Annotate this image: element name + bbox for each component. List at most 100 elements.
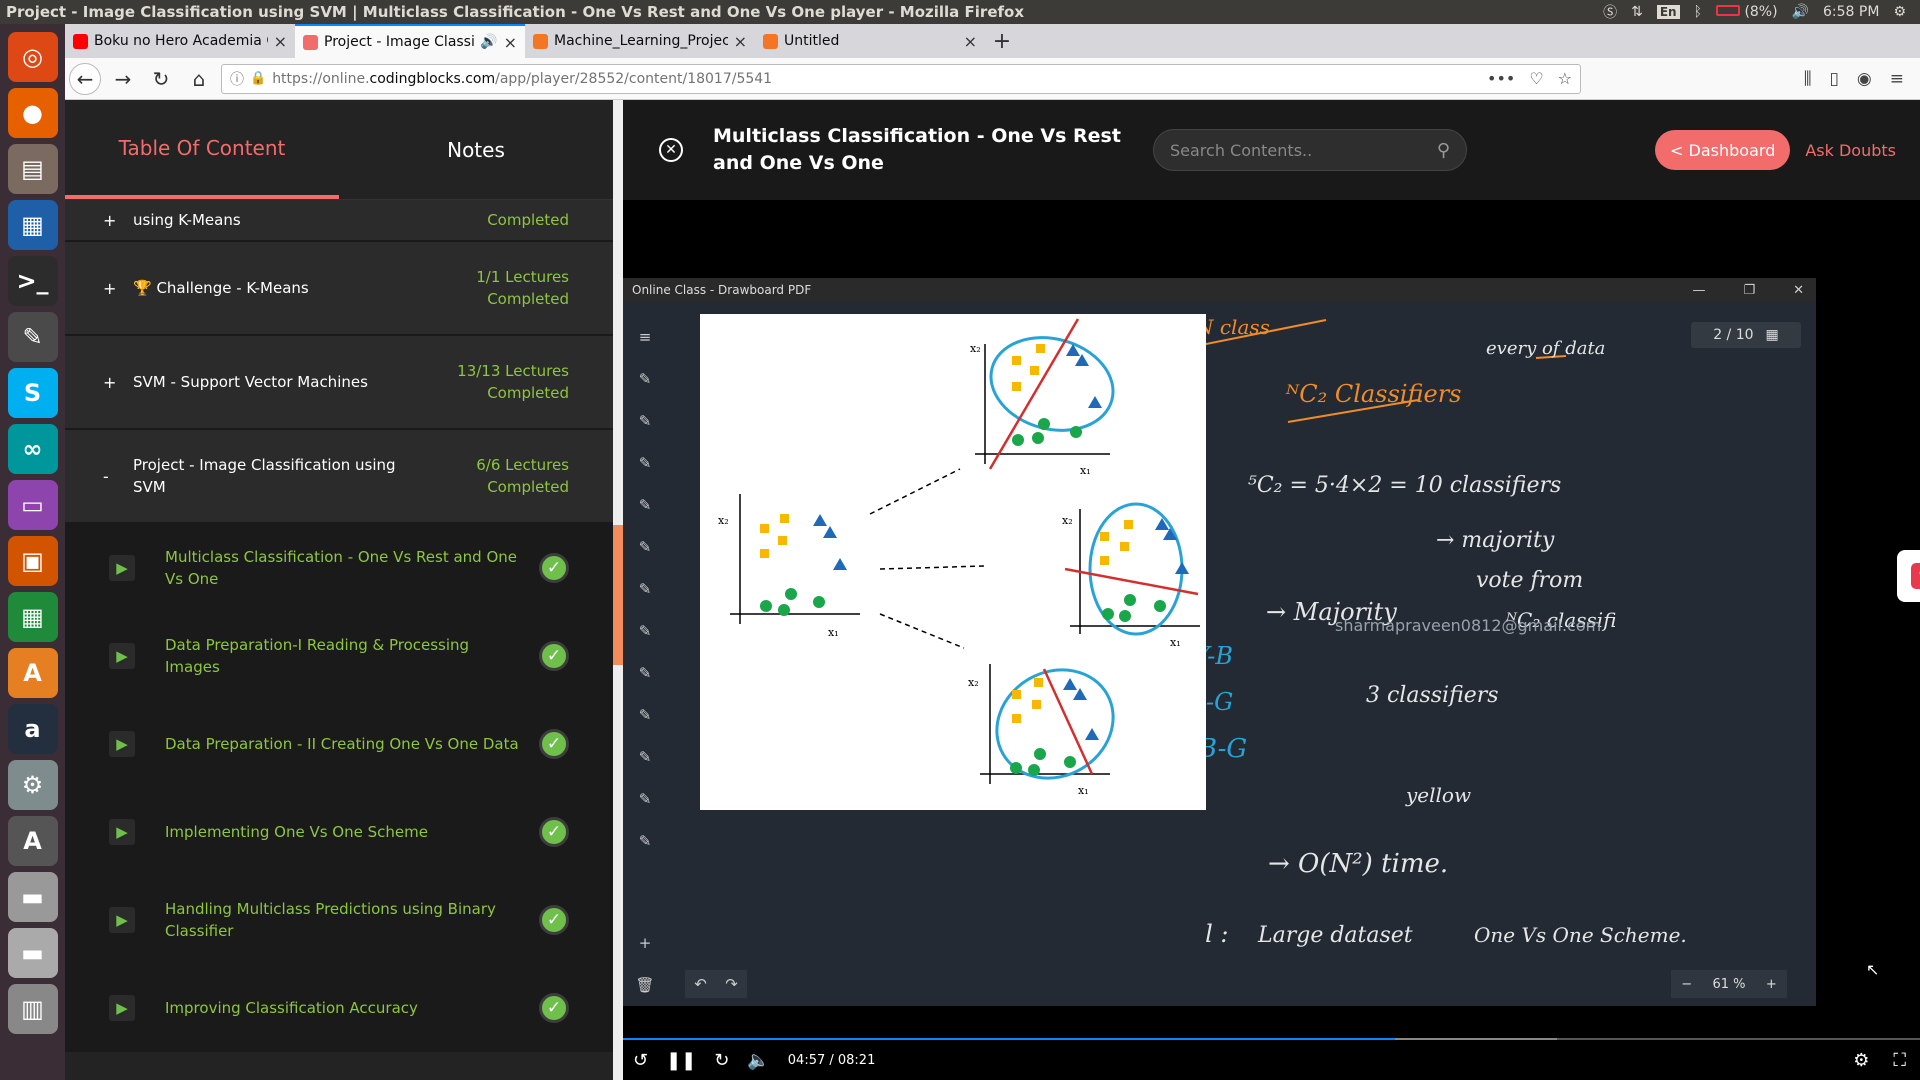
- firefox-icon[interactable]: ●: [7, 88, 58, 138]
- pocket-icon[interactable]: ♡: [1529, 69, 1544, 88]
- play-icon[interactable]: ▶: [109, 555, 135, 581]
- replay-icon[interactable]: ↺: [633, 1049, 649, 1071]
- lock-icon[interactable]: 🔒: [250, 71, 267, 86]
- expand-toggle-icon[interactable]: +: [103, 210, 117, 230]
- sidebar-scrollbar[interactable]: [613, 100, 623, 1080]
- impress-icon[interactable]: ▣: [7, 536, 58, 586]
- gear-icon[interactable]: ⚙: [1893, 4, 1906, 20]
- calc-icon[interactable]: ▦: [7, 592, 58, 642]
- page-actions-icon[interactable]: •••: [1487, 69, 1516, 88]
- tab-close-icon[interactable]: ×: [733, 31, 747, 51]
- clock[interactable]: 6:58 PM: [1823, 4, 1880, 20]
- back-button[interactable]: ←: [69, 62, 101, 95]
- text-editor-icon[interactable]: ✎: [7, 312, 58, 362]
- arduino-icon[interactable]: ∞: [7, 424, 58, 474]
- play-icon[interactable]: ▶: [109, 995, 135, 1021]
- lecture-item[interactable]: ▶ Data Preparation - II Creating One Vs O…: [65, 700, 613, 788]
- disk-icon[interactable]: ▬: [7, 872, 58, 922]
- new-tab-button[interactable]: +: [992, 28, 1012, 54]
- pause-button[interactable]: ❚❚: [666, 1049, 697, 1071]
- skype-tray-icon[interactable]: Ⓢ: [1603, 5, 1618, 21]
- settings-icon[interactable]: ⚙: [1853, 1049, 1870, 1071]
- handwritten-notes: N class ᴺC₂ Classifiers every of data ⁵C…: [1206, 315, 1687, 948]
- battery-indicator[interactable]: (8%): [1715, 4, 1778, 20]
- play-icon[interactable]: ▶: [109, 731, 135, 757]
- terminal-icon[interactable]: >_: [7, 256, 58, 306]
- section-item[interactable]: + 🏆 Challenge - K-Means 1/1 Lectures Compl…: [65, 242, 613, 336]
- skype-icon[interactable]: S: [7, 368, 58, 418]
- menu-icon[interactable]: ≡: [1889, 68, 1904, 89]
- section-name: SVM - Support Vector Machines: [133, 373, 368, 391]
- scrollbar-thumb[interactable]: [613, 525, 623, 665]
- tab-close-icon[interactable]: ×: [963, 31, 977, 51]
- svg-text:every of data: every of data: [1486, 338, 1605, 359]
- media-icon[interactable]: ▭: [7, 480, 58, 530]
- keyboard-layout-indicator[interactable]: En: [1656, 5, 1680, 19]
- disk2-icon[interactable]: ▬: [7, 928, 58, 978]
- fullscreen-icon[interactable]: ⛶: [1893, 1049, 1906, 1071]
- lecture-item[interactable]: ▶ Implementing One Vs One Scheme ✓: [65, 788, 613, 876]
- search-input[interactable]: Search Contents.. ⚲: [1153, 129, 1467, 171]
- pen-icon: ✎: [638, 370, 652, 388]
- settings-icon[interactable]: ⚙: [7, 760, 58, 810]
- account-icon[interactable]: ◉: [1856, 68, 1872, 89]
- time-display: 04:57 / 08:21: [787, 1052, 876, 1068]
- lecture-item[interactable]: ▶ Data Preparation-I Reading & Processing…: [65, 612, 613, 700]
- pen-icon: ✎: [638, 538, 652, 556]
- tab-table-of-content[interactable]: Table Of Content: [65, 100, 339, 199]
- sidebar-toggle-icon[interactable]: ▯: [1829, 68, 1839, 89]
- bluetooth-icon[interactable]: ᛒ: [1693, 4, 1702, 20]
- video-frame[interactable]: Online Class - Drawboard PDF — ❐ ✕ ≡ ✎ ✎ ✎…: [623, 278, 1816, 1006]
- volume-button[interactable]: 🔈: [747, 1049, 770, 1071]
- amazon-icon[interactable]: a: [7, 704, 58, 754]
- search-icon[interactable]: ⚲: [1436, 139, 1450, 161]
- section-item[interactable]: + SVM - Support Vector Machines 13/13 Lect…: [65, 336, 613, 430]
- tab-notes[interactable]: Notes: [447, 137, 505, 162]
- library-icon[interactable]: ⫼: [1803, 68, 1812, 89]
- updater-icon[interactable]: A: [7, 816, 58, 866]
- play-icon[interactable]: ▶: [109, 907, 135, 933]
- ubuntu-dash-icon[interactable]: ◎: [7, 32, 58, 82]
- expand-toggle-icon[interactable]: -: [103, 466, 109, 486]
- favicon-icon: [73, 33, 88, 49]
- ask-doubts-link[interactable]: Ask Doubts: [1805, 140, 1896, 160]
- close-icon[interactable]: ✕: [659, 138, 683, 162]
- tab-close-icon[interactable]: ×: [503, 32, 517, 52]
- browser-tab[interactable]: Project - Image Classifi 🔊 ×: [295, 24, 525, 58]
- writer-icon[interactable]: ▦: [7, 200, 58, 250]
- play-icon[interactable]: ▶: [109, 643, 135, 669]
- dashboard-button[interactable]: < Dashboard: [1655, 130, 1791, 170]
- software-center-icon[interactable]: A: [7, 648, 58, 698]
- forward-icon[interactable]: ↻: [714, 1049, 730, 1071]
- completed-check-icon: ✓: [539, 905, 569, 935]
- files-icon[interactable]: ▤: [7, 144, 58, 194]
- browser-tab[interactable]: Machine_Learning_Project ×: [525, 24, 755, 58]
- browser-tab[interactable]: Boku no Hero Academia C ×: [65, 24, 295, 58]
- audio-icon[interactable]: 🔊: [480, 34, 498, 50]
- plus-icon: +: [638, 934, 652, 952]
- play-icon[interactable]: ▶: [109, 819, 135, 845]
- url-bar[interactable]: ⓘ 🔒 https://online.codingblocks.com/app/…: [221, 63, 1581, 94]
- lecture-item[interactable]: ▶ Handling Multiclass Predictions using B…: [65, 876, 613, 964]
- bookmark-star-icon[interactable]: ☆: [1557, 69, 1572, 88]
- completed-check-icon: ✓: [539, 993, 569, 1023]
- home-button[interactable]: ⌂: [192, 66, 206, 91]
- lecture-item[interactable]: ▶ Improving Classification Accuracy ✓: [65, 964, 613, 1052]
- forward-button[interactable]: →: [114, 66, 132, 91]
- tab-close-icon[interactable]: ×: [273, 31, 287, 51]
- network-icon[interactable]: ⇅: [1631, 4, 1643, 20]
- info-icon[interactable]: ⓘ: [230, 71, 244, 88]
- section-item[interactable]: + using K-Means Completed: [65, 200, 613, 242]
- reload-button[interactable]: ↻: [152, 66, 170, 91]
- lecture-item[interactable]: ▶ Multiclass Classification - One Vs Rest…: [65, 524, 613, 612]
- browser-tab[interactable]: Untitled ×: [755, 24, 985, 58]
- heart-chat-icon[interactable]: ♥: [1911, 563, 1920, 589]
- favorite-button[interactable]: ♥: [1897, 550, 1920, 602]
- volume-icon[interactable]: 🔊: [1791, 4, 1810, 20]
- section-item[interactable]: - Project - Image Classification using SV…: [65, 430, 613, 524]
- svg-text:One Vs One Scheme.: One Vs One Scheme.: [1474, 923, 1687, 947]
- window-title: Project - Image Classification using SVM…: [6, 3, 1024, 21]
- expand-toggle-icon[interactable]: +: [103, 278, 117, 298]
- expand-toggle-icon[interactable]: +: [103, 372, 117, 392]
- trash-icon[interactable]: ▥: [7, 984, 58, 1034]
